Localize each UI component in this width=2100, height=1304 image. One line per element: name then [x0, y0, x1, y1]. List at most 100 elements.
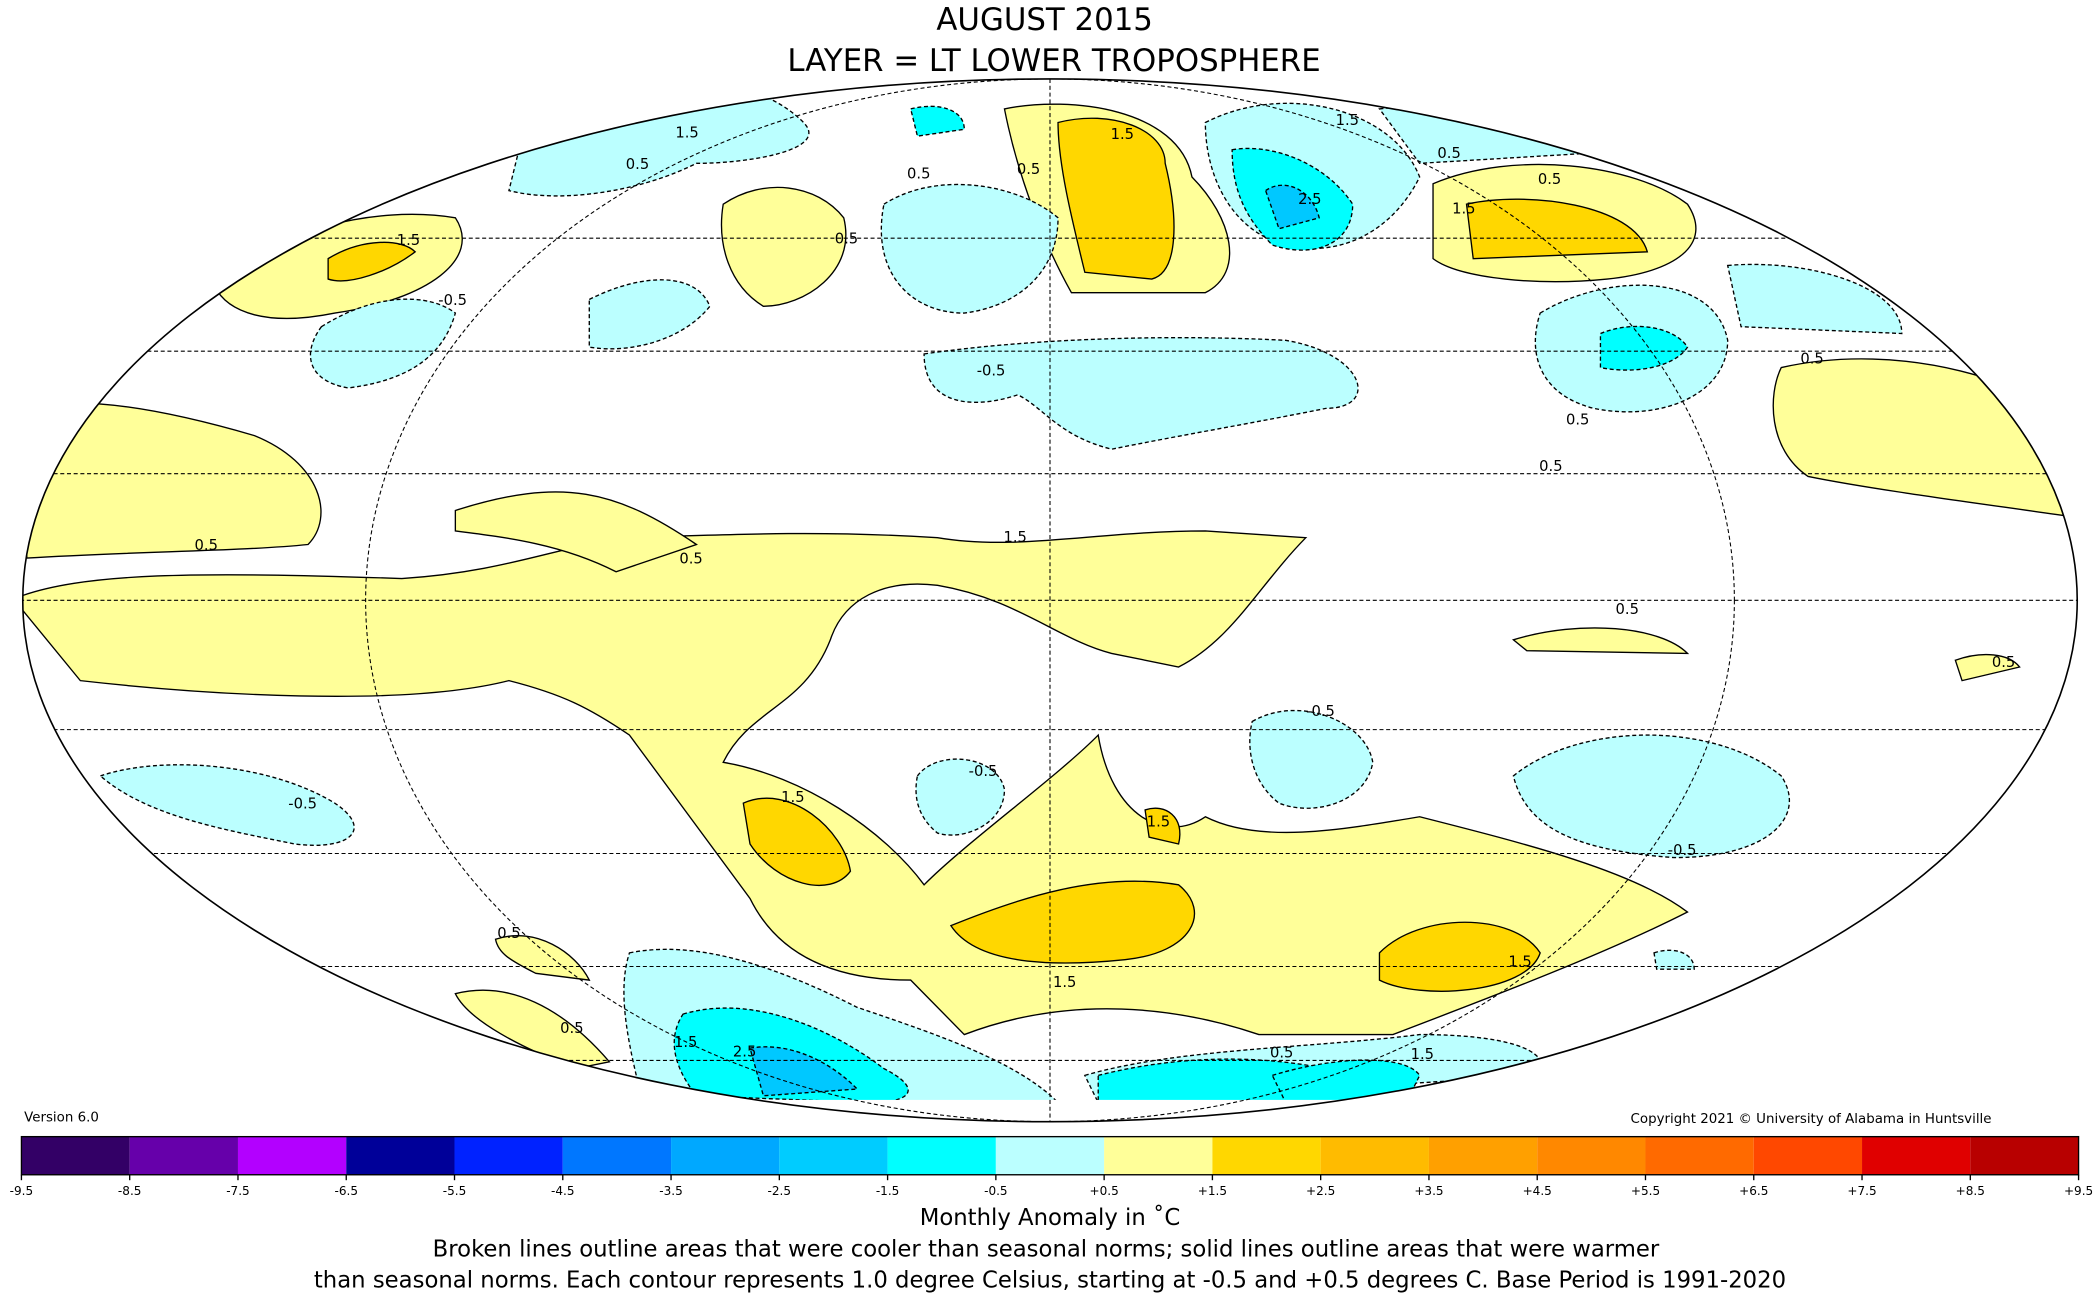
colorbar-bin	[1645, 1136, 1754, 1175]
colorbar-bin	[671, 1136, 780, 1175]
contour-label: -0.5	[969, 762, 998, 780]
colorbar-bin	[21, 1136, 130, 1175]
contour-label: 0.5	[1566, 411, 1589, 429]
colorbar-tick-label: -0.5	[984, 1184, 1008, 1198]
cool-area	[1653, 949, 1695, 970]
copyright: Copyright 2021 © University of Alabama i…	[1631, 1111, 1992, 1127]
colorbar-tick-label: -1.5	[876, 1184, 900, 1198]
contour-label: 0.5	[1616, 600, 1639, 618]
cool-area	[923, 336, 1359, 450]
colorbar-bin	[1428, 1136, 1538, 1175]
colorbar-tick-label: +6.5	[1739, 1184, 1768, 1198]
colorbar-bin	[995, 1136, 1105, 1175]
title: AUGUST 2015	[936, 2, 1153, 38]
cool-area	[915, 758, 1006, 836]
warm-area	[26, 402, 322, 559]
cool-area	[1249, 709, 1374, 809]
colorbar-tick-label: +5.5	[1631, 1184, 1660, 1198]
contour-label: -0.5	[977, 362, 1006, 380]
contour-label: 2.5	[733, 1042, 756, 1060]
contour-label: -0.5	[1668, 841, 1697, 859]
colorbar-bin	[1320, 1136, 1429, 1175]
hot-area	[1378, 921, 1541, 992]
contour-label: 1.5	[397, 231, 420, 249]
cool-area	[1512, 734, 1791, 859]
colorbar-bin	[1537, 1136, 1646, 1175]
contour-label: 1.5	[675, 123, 698, 141]
map-outline	[21, 78, 2079, 1123]
cool-area	[508, 78, 810, 197]
contour-label: 0.5	[1270, 1044, 1293, 1062]
colorbar-tick-label: +9.5	[2064, 1184, 2093, 1198]
warm-area	[1511, 627, 1690, 655]
hot-area	[327, 241, 417, 282]
contour-label: 0.5	[560, 1019, 583, 1037]
warm-area	[720, 186, 847, 307]
colorbar-bin	[779, 1136, 888, 1175]
colorbar-bin	[1104, 1136, 1213, 1175]
colorbar-label: Monthly Anomaly in ˚C	[920, 1204, 1181, 1231]
warm-area	[22, 530, 1689, 1036]
colorbar-tick-label: -8.5	[118, 1184, 142, 1198]
contour-label: 0.5	[497, 924, 520, 942]
cool-area	[99, 764, 355, 846]
colorbar-bin	[237, 1136, 347, 1175]
cold-area	[909, 105, 965, 137]
colorbar-tick-label: +1.5	[1198, 1184, 1227, 1198]
contour-label: 0.5	[1992, 653, 2015, 671]
colorbar-tick-label: +3.5	[1414, 1184, 1443, 1198]
contour-labels: 1.5 0.5 0.5 0.5 1.5 0.5 1.5 0.5 0.5 1.5 2.5 1.5 -0.5…	[195, 111, 2016, 1063]
contour-label: 0.5	[907, 164, 930, 182]
colorbar-tick-label: +0.5	[1090, 1184, 1119, 1198]
warm-area	[1772, 358, 2078, 519]
colorbar-frame	[20, 1135, 2080, 1176]
contour-label: 1.5	[1508, 952, 1531, 970]
contour-label: -0.5	[438, 291, 467, 309]
contour-label: -0.5	[288, 794, 317, 812]
subtitle: LAYER = LT LOWER TROPOSPHERE	[787, 43, 1320, 79]
contour-label: 1.5	[1147, 812, 1170, 830]
contour-label: 0.5	[1538, 170, 1561, 188]
contour-label: 1.5	[1452, 200, 1475, 218]
colorbar-tick-label: -9.5	[10, 1184, 34, 1198]
contour-label: 1.5	[781, 788, 804, 806]
warm-area	[454, 989, 611, 1070]
cold-area	[1271, 1059, 1421, 1104]
warm-area	[1954, 653, 2021, 682]
hot-area	[742, 797, 852, 887]
colorbar-tick-label: +4.5	[1523, 1184, 1552, 1198]
contour-label: 1.5	[674, 1033, 697, 1051]
colorbar-bin	[887, 1136, 996, 1175]
meridian	[365, 78, 1735, 1122]
colorbar: -9.5 -8.5 -7.5 -6.5 -5.5 -4.5 -3.5 -2.5 -1.5 -0.5…	[10, 1135, 2093, 1198]
colorbar-bin	[562, 1136, 672, 1175]
colorbar-tick-label: +8.5	[1956, 1184, 1985, 1198]
contour-label: 0.5	[1017, 160, 1040, 178]
contour-label: -0.5	[1306, 702, 1335, 720]
contour-label: 1.5	[1336, 111, 1359, 129]
cold-area	[507, 78, 698, 119]
colder-area	[1264, 184, 1321, 230]
hot-area	[1057, 117, 1175, 280]
contour-label: 0.5	[835, 230, 858, 248]
contour-label: 0.5	[1539, 457, 1562, 475]
colorbar-tick-label: +7.5	[1847, 1184, 1876, 1198]
caption-line: than seasonal norms. Each contour repres…	[314, 1268, 1786, 1294]
colorbar-bin	[1862, 1136, 1971, 1175]
colorbar-bin	[346, 1136, 455, 1175]
contour-label: 0.5	[1437, 144, 1460, 162]
colorbar-bin	[1212, 1136, 1321, 1175]
contour-label: 2.5	[1298, 190, 1321, 208]
contour-label: 1.5	[1053, 973, 1076, 991]
caption-line: Broken lines outline areas that were coo…	[433, 1236, 1660, 1262]
cold-area	[1599, 325, 1689, 371]
colorbar-bin	[1970, 1136, 2079, 1175]
contour-label: 1.5	[1111, 125, 1134, 143]
colorbar-bin	[129, 1136, 238, 1175]
warm-area	[494, 934, 591, 981]
contour-label: 0.5	[626, 155, 649, 173]
cool-area	[880, 183, 1059, 314]
colorbar-tick-label: -7.5	[226, 1184, 250, 1198]
